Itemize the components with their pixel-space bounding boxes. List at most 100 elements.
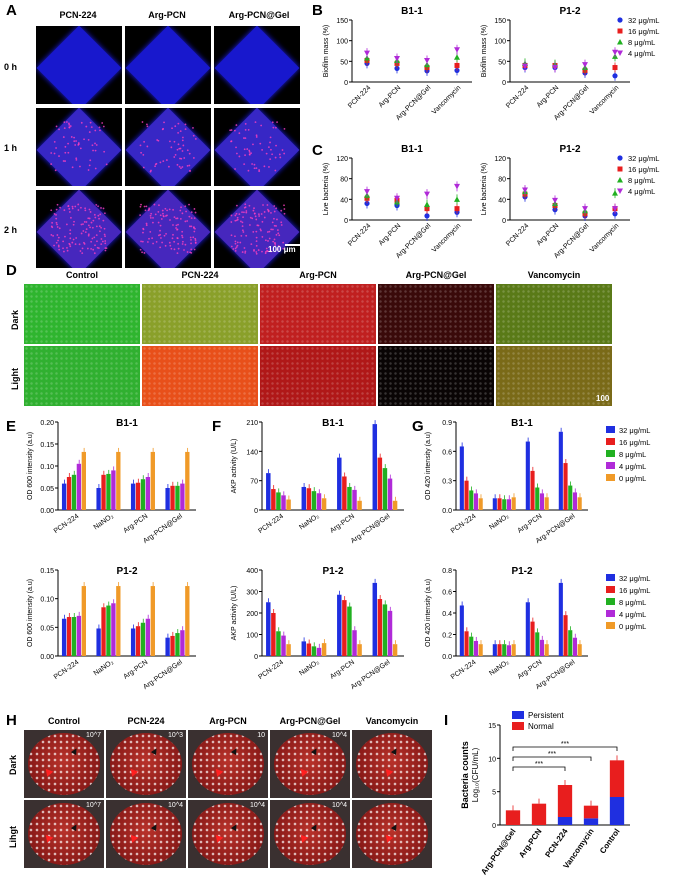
speckle-dot [183, 157, 186, 159]
chart-E2-bar [116, 586, 121, 656]
speckle-dot [63, 127, 66, 130]
speckle-dot [251, 163, 253, 165]
chart-F1-bar [271, 489, 276, 510]
speckle-dot [87, 138, 90, 141]
chart-E2-bar [61, 618, 67, 656]
chart-G2-bar [469, 636, 474, 656]
speckle-dot [283, 204, 285, 207]
speckle-dot [141, 251, 143, 254]
speckle-dot [267, 209, 270, 212]
speckle-dot [230, 245, 233, 248]
chart-F1-bar [281, 495, 286, 510]
speckle-dot [103, 212, 106, 215]
speckle-dot [193, 248, 196, 251]
chart-G1-bar [492, 498, 497, 510]
panel-a-tile [36, 26, 122, 104]
speckle-dot [68, 242, 71, 245]
speckle-dot [84, 207, 87, 210]
chart-C2-title: P1-2 [559, 144, 581, 155]
chart-B1-ylabel: Biofilm mass (%) [323, 25, 330, 78]
speckle-dot [58, 248, 61, 251]
chart-C2-x-tick-label: Vancomycin [589, 222, 621, 254]
chart-G1-bar [544, 497, 549, 510]
speckle-dot [94, 167, 97, 170]
chart-E1-bar [165, 488, 170, 510]
chart-G1-bar [558, 431, 563, 510]
chart-F1-bar [387, 478, 393, 510]
speckle-dot [192, 134, 195, 137]
panel-d-tile [378, 346, 494, 406]
panel-a-row-1h: 1 h [4, 143, 18, 153]
speckle-dot [56, 234, 59, 236]
legend-marker [617, 188, 623, 194]
speckle-dot [75, 140, 77, 142]
chart-F1-x-tick-label: Arg-PCN [329, 513, 356, 535]
chart-F2-y-tick-label: 200 [246, 611, 258, 618]
chart-G1-title: B1-1 [511, 418, 533, 429]
speckle-dot [104, 247, 107, 250]
speckle-dot [271, 121, 274, 124]
chart-E1-y-tick-label: 0.15 [40, 442, 54, 449]
chart-E1-x-tick-label: PCN-224 [53, 513, 81, 535]
panel-d-tile [260, 284, 376, 344]
chart-E2-bar [106, 605, 111, 656]
panel-a-diamond [36, 26, 122, 104]
speckle-dot [247, 128, 250, 131]
speckle-dot [68, 123, 71, 126]
speckle-dot [68, 126, 71, 128]
chart-F1-bar [357, 500, 362, 510]
chart-E1-bar [101, 474, 106, 510]
chart-E1-bar [76, 463, 82, 510]
speckle-dot [53, 152, 56, 155]
chart-F1-bar [276, 492, 281, 510]
speckle-dot [271, 228, 274, 231]
speckle-dot [255, 252, 258, 255]
panel-a-diamond [214, 26, 300, 104]
speckle-dot [186, 220, 189, 222]
speckle-dot [142, 228, 145, 231]
panel-h-plate: 10^4 [270, 800, 350, 868]
chart-G2-title: P1-2 [511, 566, 533, 577]
speckle-dot [235, 204, 238, 207]
speckle-dot [71, 207, 74, 210]
speckle-dot [274, 244, 277, 246]
speckle-dot [100, 207, 102, 209]
chart-C2-y-tick-label: 0 [502, 218, 506, 225]
speckle-dot [269, 136, 272, 139]
panel-d-col-title: Control [66, 270, 98, 280]
speckle-dot [139, 214, 142, 217]
chart-I-bar [557, 785, 573, 817]
speckle-dot [182, 240, 184, 243]
panel-label-e: E [6, 418, 17, 435]
speckle-dot [93, 213, 96, 216]
speckle-dot [83, 241, 85, 244]
speckle-dot [89, 159, 92, 162]
legend-label: 16 μg/mL [628, 27, 659, 36]
panel-a-speckle [139, 203, 197, 255]
speckle-dot [265, 247, 268, 250]
speckle-dot [274, 242, 277, 245]
chart-I-sig-label: *** [535, 761, 543, 768]
speckle-dot [166, 214, 168, 217]
panel-d-tile [378, 284, 494, 344]
chart-I-sig-bracket [512, 746, 618, 751]
speckle-dot [88, 164, 91, 167]
chart-E2-bar [140, 622, 146, 656]
chart-F1-y-tick-label: 0 [254, 508, 258, 515]
chart-F2-bar [382, 604, 388, 656]
legend-label: Normal [528, 722, 554, 731]
speckle-dot [94, 244, 96, 247]
speckle-dot [234, 249, 237, 252]
chart-E1-x-tick-label: Arg-PCN [122, 513, 149, 535]
speckle-dot [72, 238, 75, 241]
chart-E1-bar [130, 483, 136, 510]
chart-F2-bar [347, 606, 352, 656]
speckle-dot [274, 169, 277, 172]
chart-E1-bar [111, 470, 116, 510]
speckle-dot [139, 205, 142, 208]
chart-F1-bar [316, 493, 322, 510]
chart-G1-bar [511, 497, 516, 510]
chart-C2-point [522, 187, 528, 194]
speckle-dot [181, 243, 184, 245]
panel-d-col-title: Arg-PCN [299, 270, 337, 280]
